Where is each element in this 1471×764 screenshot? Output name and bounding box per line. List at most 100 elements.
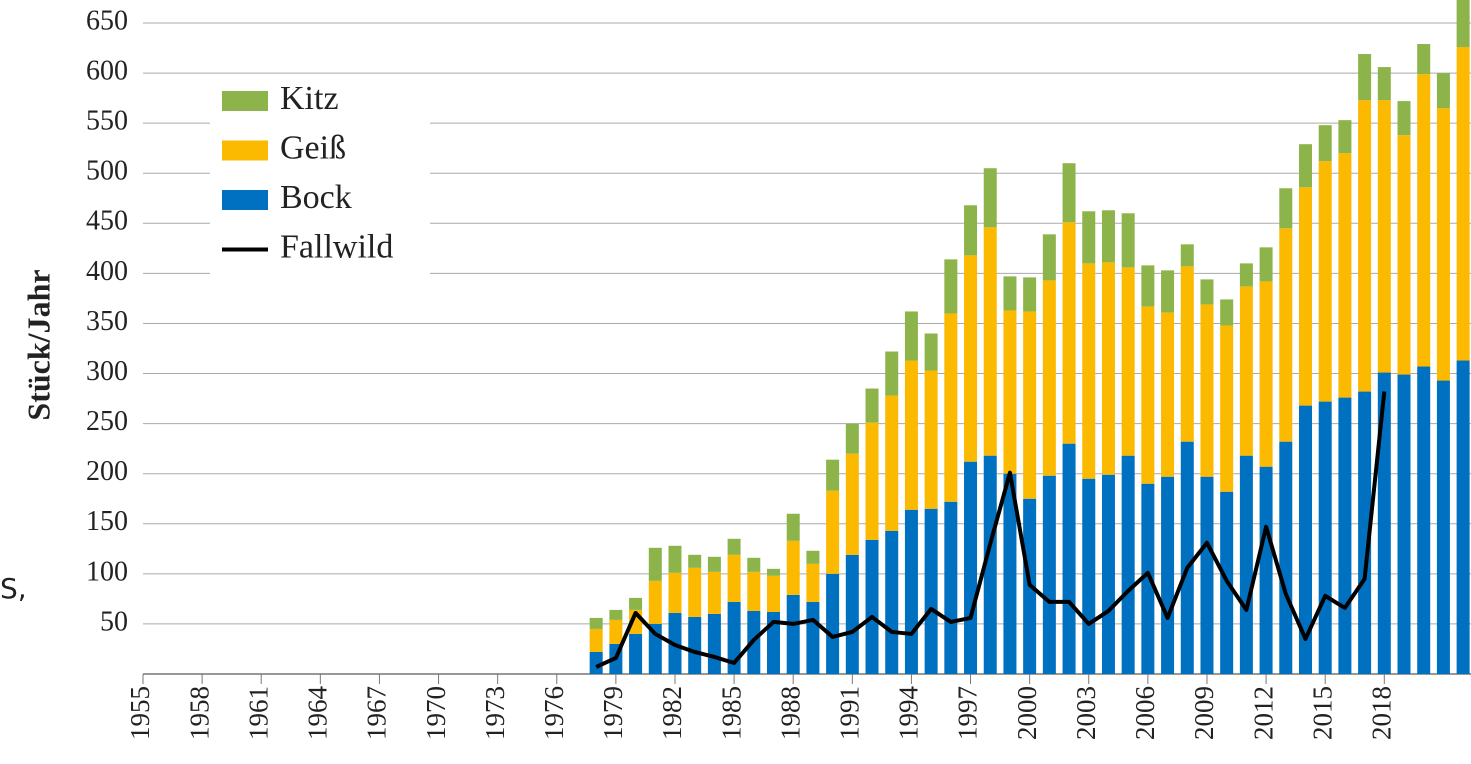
bar-segment [1200,476,1214,674]
bar-segment [904,360,918,510]
bar-segment [904,509,918,674]
bar-segment [964,255,978,462]
bar-segment [1338,153,1352,398]
y-tick-label: 200 [86,456,128,487]
bar-segment [1358,54,1372,101]
x-tick-label: 1982 [657,686,687,740]
bar-segment [1318,401,1332,674]
bar-segment [1417,366,1431,674]
legend-label: Kitz [280,80,339,117]
bar-segment [1141,483,1155,674]
bar-segment [1062,163,1076,223]
bar-segment [1279,441,1293,674]
bar-segment [786,513,800,541]
bar-segment [1180,441,1194,674]
bar-segment [727,554,741,602]
bar-segment [1358,391,1372,674]
bar-segment [1397,374,1411,674]
bar-segment [1239,286,1253,456]
bar-segment [865,539,879,674]
x-tick-label: 1997 [953,686,983,740]
x-tick-label: 1958 [184,686,214,740]
bar-segment [826,459,840,491]
bar-segment [1180,266,1194,442]
x-tick-label: 2006 [1130,686,1160,740]
bar-segment [1377,372,1391,674]
x-tick-label: 2018 [1367,686,1397,740]
bar-segment [865,422,879,540]
bar-segment [1456,0,1470,48]
x-tick-label: 2015 [1307,686,1337,740]
bar-segment [688,567,702,617]
bar-segment [767,575,781,612]
x-tick-label: 2009 [1189,686,1219,740]
bar-segment [924,370,938,509]
x-tick-label: 1979 [598,686,628,740]
bar-segment [1023,277,1037,312]
bar-segment [944,313,958,502]
bar-segment [688,554,702,568]
bar-segment [1141,265,1155,307]
bar-segment [1239,455,1253,674]
bar-segment [1161,270,1175,313]
bar-segment [1180,244,1194,267]
bar-segment [1082,263,1096,479]
bar-segment [786,540,800,595]
bar-segment [1101,474,1115,674]
bar-segment [648,580,662,624]
x-tick-label: 2003 [1071,686,1101,740]
bar-segment [885,530,899,674]
bar-segment [767,568,781,576]
bar-segment [747,557,761,572]
bar-segment [1161,312,1175,477]
bar-segment [1082,211,1096,264]
bar-segment [1062,443,1076,674]
bar-segment [1200,279,1214,305]
bar-segment [1279,228,1293,442]
y-tick-label: 100 [86,556,128,587]
bar-segment [924,333,938,371]
bar-segment [983,168,997,228]
x-tick-label: 1994 [894,686,924,741]
x-tick-label: 1955 [125,686,155,740]
bar-segment [707,556,721,572]
bar-segment [1417,44,1431,75]
legend-swatch [222,91,268,111]
y-tick-label: 400 [86,256,128,287]
bar-segment [1239,263,1253,287]
bar-segment [1042,280,1056,476]
annotation: S, [0,572,27,605]
bar-segment [1101,262,1115,475]
x-tick-label: 1988 [775,686,805,740]
bar-segment [1318,161,1332,402]
y-tick-label: 550 [86,106,128,137]
x-tick-label: 1967 [362,686,392,740]
x-tick-label: 1985 [716,686,746,740]
x-tick-label: 2012 [1248,686,1278,740]
line [595,391,1387,669]
bar-segment [589,617,603,629]
x-tick-label: 1970 [421,686,451,740]
bar-segment [1338,397,1352,674]
bar-segment [1417,74,1431,367]
y-axis-label: Stück/Jahr [20,269,56,420]
bar-segment [806,601,820,674]
bar-segment [1062,222,1076,444]
bar-segment [885,351,899,396]
x-tick-label: 1991 [835,686,865,740]
bar-segment [786,594,800,674]
bar-segment [1456,47,1470,361]
y-tick-label: 50 [100,606,128,637]
bar-segment [629,633,643,674]
x-tick-label: 1976 [539,686,569,740]
bar-segment [826,490,840,574]
bar-segment [1318,125,1332,162]
bar-segment [589,651,603,674]
bar-segment [1358,100,1372,392]
bar-segment [609,619,623,644]
bar-segment [964,205,978,256]
bar-segment [1220,325,1234,492]
bar-segment [609,609,623,620]
bar-segment [983,455,997,674]
